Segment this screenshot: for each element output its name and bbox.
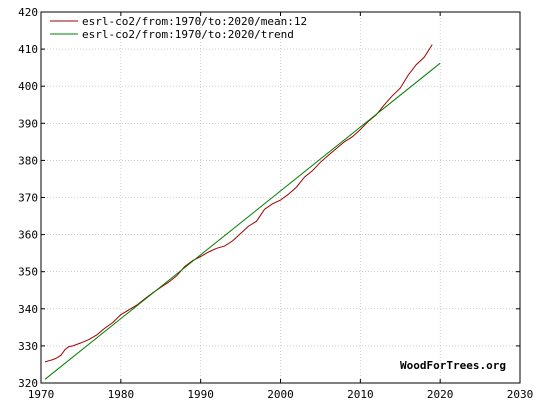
x-tick-label: 1990 [187,388,214,401]
x-tick-label: 2010 [347,388,374,401]
x-tick-label: 1970 [28,388,55,401]
y-tick-label: 380 [18,154,38,167]
y-tick-label: 360 [18,229,38,242]
axis-ticks: 1970 1980 1990 2000 2010 2020 2030 320 330 340 350… [18,6,533,401]
y-tick-label: 410 [18,43,38,56]
y-tick-label: 370 [18,192,38,205]
x-tick-label: 2000 [267,388,294,401]
series-line-trend [44,62,441,380]
grid [41,12,520,383]
y-tick-label: 400 [18,80,38,93]
y-tick-label: 350 [18,266,38,279]
y-tick-label: 420 [18,6,38,19]
y-tick-label: 340 [18,303,38,316]
x-tick-label: 2030 [507,388,534,401]
series-line-mean [44,44,433,363]
y-tick-label: 390 [18,117,38,130]
y-tick-label: 330 [18,340,38,353]
legend-label: esrl-co2/from:1970/to:2020/mean:12 [82,15,307,28]
series-layer [44,44,441,380]
legend: esrl-co2/from:1970/to:2020/mean:12esrl-c… [50,15,307,41]
credit-label: WoodForTrees.org [400,359,506,372]
y-tick-label: 320 [18,377,38,390]
x-tick-label: 2020 [427,388,454,401]
x-tick-label: 1980 [108,388,135,401]
legend-label: esrl-co2/from:1970/to:2020/trend [82,28,294,41]
